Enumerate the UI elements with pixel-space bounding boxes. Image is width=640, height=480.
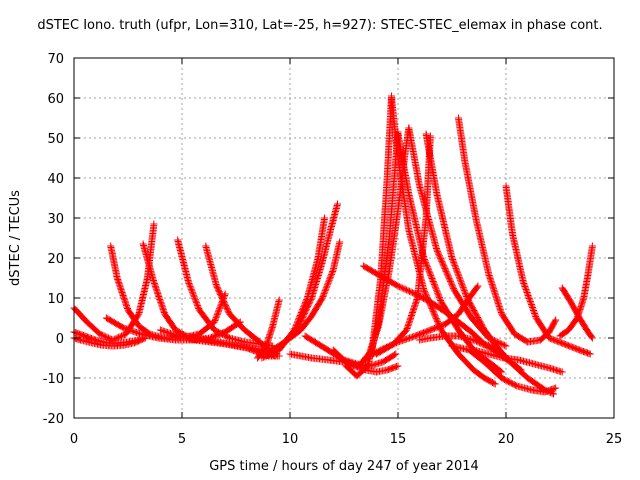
- y-tick-label: 20: [47, 252, 64, 267]
- data-points: [329, 92, 395, 370]
- data-points: [362, 282, 482, 362]
- chart-title: dSTEC Iono. truth (ufpr, Lon=310, Lat=-2…: [37, 18, 603, 33]
- axis-ticks: [73, 57, 615, 419]
- data-points: [470, 346, 566, 376]
- y-tick-label: -20: [43, 412, 64, 427]
- series-arc-z: [362, 282, 482, 362]
- x-tick-label: 0: [70, 432, 78, 447]
- y-tick-label: 50: [47, 132, 64, 147]
- y-tick-label: 30: [47, 212, 64, 227]
- data-points: [275, 238, 344, 350]
- data-points: [416, 332, 557, 398]
- data-points: [254, 296, 283, 362]
- x-axis-label: GPS time / hours of day 247 of year 2014: [209, 459, 479, 474]
- x-tick-label: 5: [178, 432, 186, 447]
- x-tick-label: 20: [498, 432, 515, 447]
- series-arc-ac: [502, 182, 594, 358]
- series-arc-ab: [448, 342, 560, 396]
- y-tick-label: -10: [43, 372, 64, 387]
- series-arc-aa: [416, 332, 557, 398]
- x-tick-label: 15: [390, 432, 407, 447]
- y-tick-label: 10: [47, 292, 64, 307]
- data-points: [448, 342, 560, 396]
- axis-tick-labels: 0 5 10 15 20 25 -20 -10 0 10 20 30 40 50 60 70: [43, 52, 623, 447]
- data-points: [174, 236, 277, 350]
- series-arc-ad: [470, 346, 566, 376]
- y-tick-label: 0: [56, 332, 64, 347]
- series-arc-j: [254, 296, 283, 362]
- x-tick-label: 10: [282, 432, 299, 447]
- series-arc-x: [455, 114, 560, 346]
- series-arc-h: [174, 236, 277, 350]
- y-tick-label: 70: [47, 52, 64, 67]
- series-arc-af: [556, 242, 596, 340]
- series-arc-m: [275, 238, 344, 350]
- y-tick-label: 60: [47, 92, 64, 107]
- data-points: [455, 114, 560, 346]
- data-points: [556, 242, 596, 340]
- data-points: [502, 182, 594, 358]
- plot-frame: [73, 57, 615, 419]
- y-tick-label: 40: [47, 172, 64, 187]
- series-arc-p: [329, 92, 395, 370]
- x-tick-label: 25: [606, 432, 623, 447]
- y-axis-label: dSTEC / TECUs: [8, 190, 23, 286]
